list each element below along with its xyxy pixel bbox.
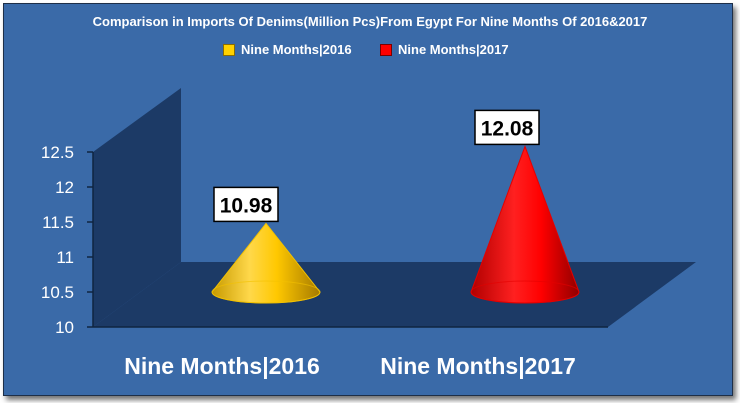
y-tick-label: 11.5 <box>42 213 74 232</box>
cone-series: 10.98 12.08 <box>211 109 580 304</box>
x-tick-label-2016: Nine Months|2016 <box>124 353 320 379</box>
data-label-2017: 12.08 <box>481 117 534 140</box>
chart-title: Comparison in Imports Of Denims(Million … <box>92 14 648 29</box>
data-label-box-2017 <box>474 109 540 146</box>
y-tick-label: 12.5 <box>41 143 74 162</box>
cone-base-2016 <box>211 280 321 304</box>
y-tick-label: 10 <box>55 318 74 337</box>
y-tick-label: 11 <box>56 248 74 267</box>
y-tick-label: 12 <box>55 178 74 197</box>
legend-label-2017: Nine Months|2017 <box>398 42 509 57</box>
x-tick-label-2017: Nine Months|2017 <box>380 353 576 379</box>
legend-swatch-2016 <box>223 43 235 56</box>
legend-swatch-2017 <box>380 43 392 56</box>
floor <box>93 262 696 327</box>
legend-item-2016: Nine Months|2016 <box>223 42 352 57</box>
data-label-2016: 10.98 <box>220 194 273 217</box>
legend-item-2017: Nine Months|2017 <box>380 42 509 57</box>
y-axis-ticks: 10 10.5 11 11.5 12 12.5 <box>41 143 93 337</box>
data-label-box-2016 <box>213 186 279 223</box>
y-tick-label: 10.5 <box>41 283 74 302</box>
cone-body-2017 <box>470 144 580 304</box>
back-wall <box>93 88 181 327</box>
legend-label-2016: Nine Months|2016 <box>241 42 352 57</box>
legend: Nine Months|2016 Nine Months|2017 <box>0 42 740 62</box>
cone-base-2017 <box>470 280 580 304</box>
cone-2017 <box>470 144 580 304</box>
cone-2016 <box>211 222 321 304</box>
